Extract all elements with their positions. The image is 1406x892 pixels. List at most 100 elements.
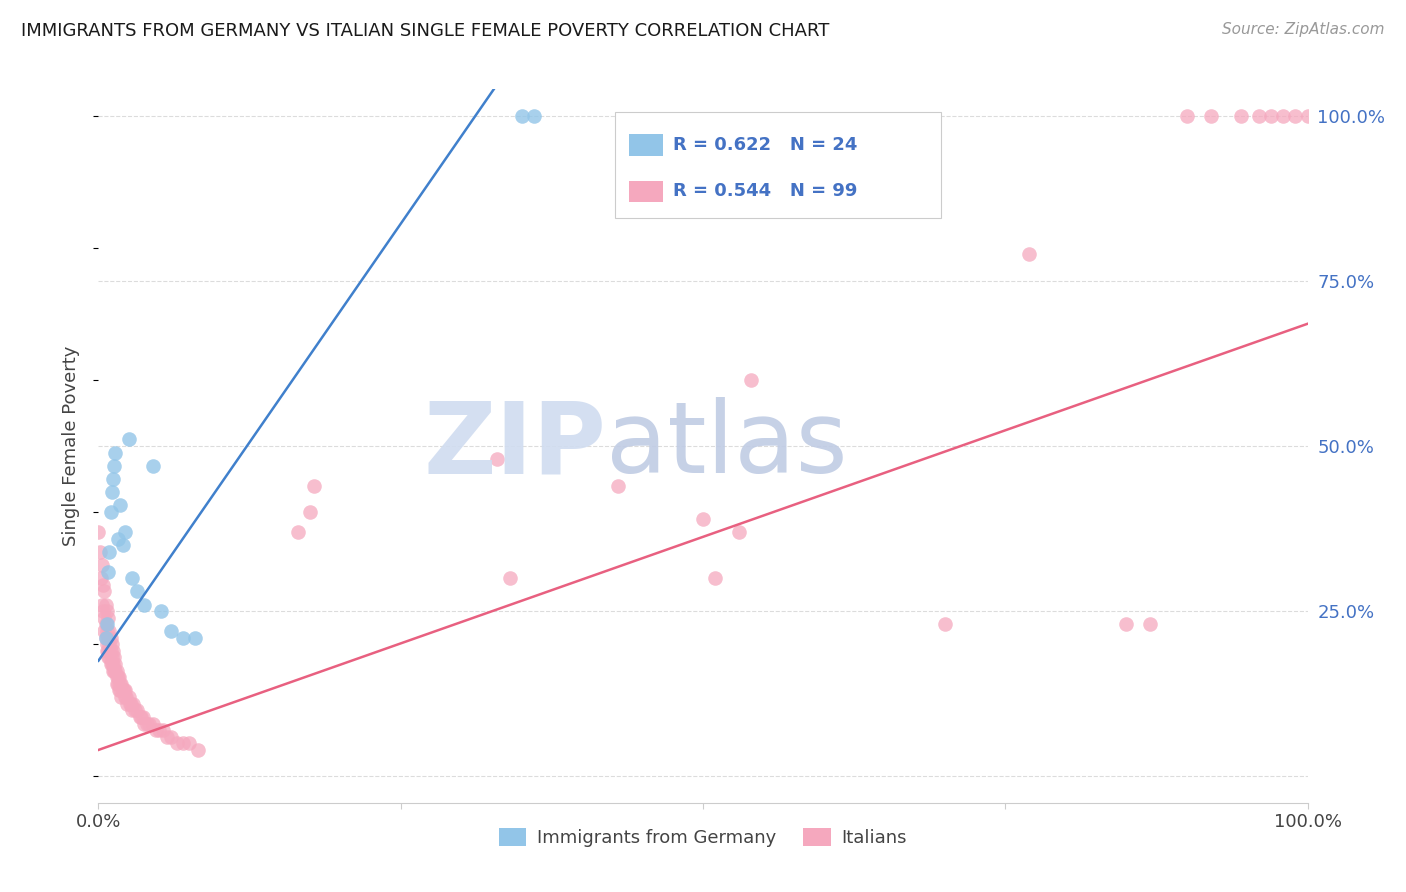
- Point: [105, 670, 128, 684]
- Point: [114, 683, 136, 698]
- Point: [100, 505, 122, 519]
- Point: [103, 458, 125, 473]
- Point: [90, 571, 112, 585]
- Point: [110, 690, 132, 704]
- Point: [156, 730, 179, 744]
- Point: [107, 532, 129, 546]
- Text: IMMIGRANTS FROM GERMANY VS ITALIAN SINGLE FEMALE POVERTY CORRELATION CHART: IMMIGRANTS FROM GERMANY VS ITALIAN SINGL…: [21, 22, 830, 40]
- Point: [107, 677, 129, 691]
- Point: [1249, 109, 1271, 123]
- Point: [118, 690, 141, 704]
- Point: [101, 657, 124, 671]
- Point: [100, 657, 122, 671]
- Point: [101, 472, 124, 486]
- Point: [523, 109, 546, 123]
- Point: [134, 598, 156, 612]
- Point: [142, 458, 165, 473]
- Point: [101, 644, 124, 658]
- Point: [97, 565, 120, 579]
- Point: [98, 637, 121, 651]
- Point: [142, 716, 165, 731]
- Point: [93, 624, 115, 638]
- Point: [100, 637, 122, 651]
- Point: [152, 723, 174, 738]
- Point: [107, 670, 129, 684]
- Point: [287, 524, 309, 539]
- Point: [98, 650, 121, 665]
- Point: [93, 584, 115, 599]
- Point: [160, 730, 183, 744]
- Point: [96, 617, 118, 632]
- Point: [97, 650, 120, 665]
- Point: [1272, 109, 1295, 123]
- Point: [114, 690, 136, 704]
- Point: [122, 697, 145, 711]
- Point: [91, 558, 114, 572]
- Point: [100, 644, 122, 658]
- Point: [94, 631, 117, 645]
- Point: [498, 571, 520, 585]
- Point: [1199, 109, 1222, 123]
- Point: [91, 604, 114, 618]
- Point: [302, 478, 325, 492]
- Point: [121, 703, 143, 717]
- Point: [1230, 109, 1253, 123]
- Text: R = 0.622   N = 24: R = 0.622 N = 24: [672, 136, 858, 153]
- Point: [96, 644, 118, 658]
- Point: [108, 499, 131, 513]
- Point: [299, 505, 322, 519]
- Point: [97, 631, 120, 645]
- Point: [91, 578, 114, 592]
- Point: [96, 624, 118, 638]
- Point: [121, 571, 143, 585]
- Point: [96, 637, 118, 651]
- Point: [110, 677, 132, 691]
- Y-axis label: Single Female Poverty: Single Female Poverty: [62, 346, 80, 546]
- Point: [179, 736, 201, 750]
- Point: [135, 716, 157, 731]
- Point: [105, 677, 128, 691]
- Point: [150, 604, 173, 618]
- Point: [120, 697, 142, 711]
- Point: [108, 677, 131, 691]
- Point: [89, 545, 111, 559]
- Point: [111, 538, 134, 552]
- Point: [103, 664, 125, 678]
- Point: [127, 703, 149, 717]
- Point: [108, 670, 131, 684]
- Point: [100, 485, 122, 500]
- Point: [129, 710, 152, 724]
- Point: [148, 723, 170, 738]
- Point: [98, 624, 121, 638]
- Point: [100, 657, 122, 671]
- Point: [111, 683, 134, 698]
- Point: [103, 650, 125, 665]
- FancyBboxPatch shape: [614, 112, 941, 218]
- Point: [108, 683, 131, 698]
- Point: [128, 710, 150, 724]
- Text: ZIP: ZIP: [423, 398, 606, 494]
- Point: [112, 683, 135, 698]
- Point: [94, 598, 117, 612]
- Point: [486, 452, 509, 467]
- Point: [104, 445, 127, 459]
- Point: [145, 723, 167, 738]
- Point: [132, 710, 155, 724]
- Point: [607, 478, 630, 492]
- Point: [1296, 109, 1319, 123]
- Point: [1018, 247, 1040, 261]
- Point: [166, 736, 188, 750]
- Point: [108, 683, 131, 698]
- Point: [138, 716, 160, 731]
- Point: [98, 545, 121, 559]
- Point: [118, 697, 141, 711]
- Point: [134, 716, 156, 731]
- Point: [101, 664, 124, 678]
- Point: [114, 524, 136, 539]
- Point: [1139, 617, 1161, 632]
- Point: [105, 664, 128, 678]
- Point: [1115, 617, 1137, 632]
- Point: [172, 631, 194, 645]
- Point: [94, 631, 117, 645]
- Point: [124, 703, 146, 717]
